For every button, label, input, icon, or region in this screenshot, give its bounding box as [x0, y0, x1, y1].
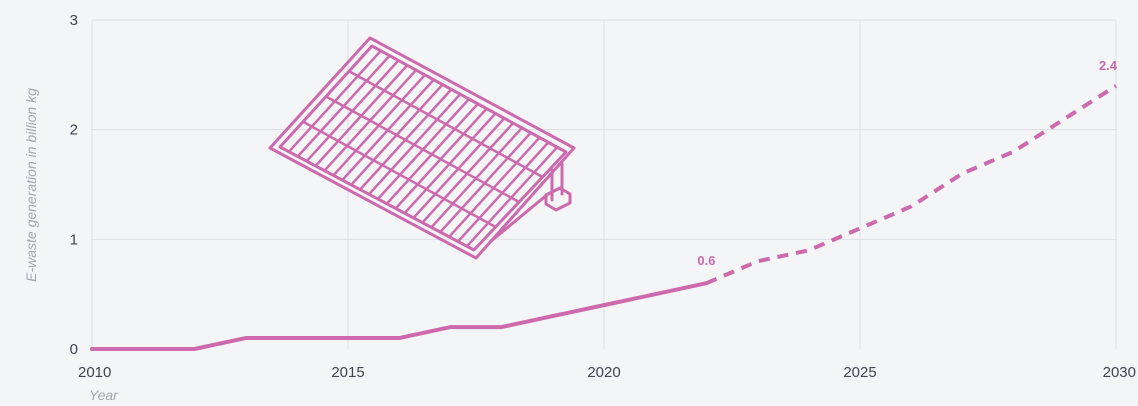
y-axis: 0 1 2 3 — [70, 12, 78, 358]
series-line-projected — [705, 84, 1118, 286]
y-tick-label: 1 — [70, 231, 78, 248]
x-tick-label: 2025 — [843, 364, 876, 381]
data-label-2030: 2.4 — [1099, 58, 1118, 73]
x-tick-label: 2030 — [1103, 364, 1136, 381]
x-axis-title: Year — [89, 387, 119, 403]
solar-panel-icon — [268, 36, 576, 260]
series-line-actual — [90, 281, 709, 351]
y-tick-label: 3 — [70, 12, 78, 29]
x-axis: 2010 2015 2020 2025 2030 — [78, 364, 1136, 381]
y-tick-label: 2 — [70, 122, 78, 139]
y-tick-label: 0 — [70, 341, 78, 358]
y-axis-title: E-waste generation in billion kg — [23, 88, 39, 282]
x-tick-label: 2010 — [78, 364, 111, 381]
data-label-2022: 0.6 — [697, 253, 715, 268]
grid — [91, 19, 1117, 349]
x-tick-label: 2020 — [587, 364, 620, 381]
x-tick-label: 2015 — [331, 364, 364, 381]
